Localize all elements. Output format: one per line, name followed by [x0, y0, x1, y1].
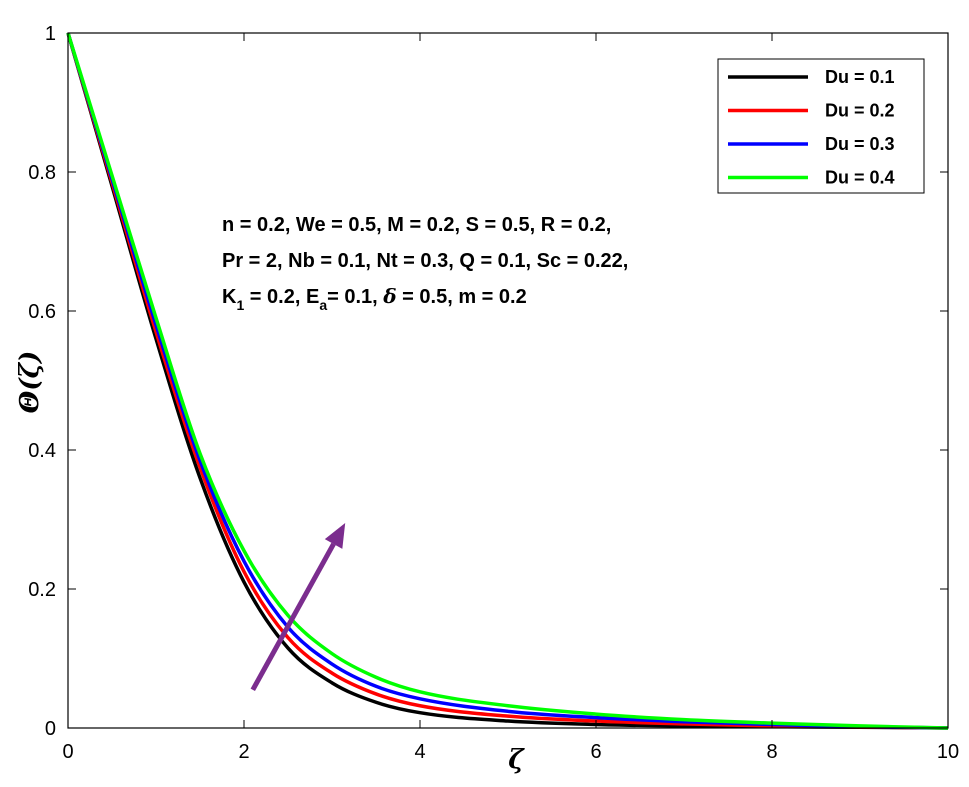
y-tick-label: 0.2	[28, 579, 56, 601]
y-tick-label: 0.4	[28, 440, 56, 462]
plot-frame	[67, 32, 949, 729]
x-tick-label: 10	[937, 741, 959, 763]
x-tick-label: 8	[766, 741, 777, 763]
arrow-head	[324, 522, 346, 549]
annotation-e-subscript: a	[319, 297, 327, 313]
x-tick-label: 6	[590, 741, 601, 763]
x-tick-label: 0	[62, 741, 73, 763]
data-lines	[66, 32, 949, 730]
annotation-k-rest: = 0.2, E	[244, 286, 319, 308]
legend-label-3: Du = 0.3	[825, 134, 895, 154]
y-tick-label: 0.6	[28, 301, 56, 323]
legend-label-1: Du = 0.1	[825, 67, 895, 87]
legend-box	[717, 58, 925, 194]
annotation-line-3: K1 = 0.2, Ea= 0.1, δ = 0.5, m = 0.2	[222, 284, 527, 313]
x-tick-label: 2	[238, 741, 249, 763]
trend-arrow	[250, 522, 346, 691]
annotation-k-subscript: 1	[236, 297, 244, 313]
annotation-line-2: Pr = 2, Nb = 0.1, Nt = 0.3, Q = 0.1, Sc …	[222, 250, 628, 272]
y-tick-label: 0	[45, 718, 56, 740]
legend-label-2: Du = 0.2	[825, 101, 895, 121]
legend: Du = 0.1 Du = 0.2 Du = 0.3 Du = 0.4	[717, 58, 925, 194]
y-axis-label: Θ(ζ)	[15, 351, 45, 414]
annotation-k: K	[222, 286, 237, 308]
x-axis-label: ζ	[508, 745, 525, 775]
annotation-e-rest: = 0.1,	[327, 286, 383, 308]
annotation-delta: δ	[382, 284, 396, 308]
legend-label-4: Du = 0.4	[825, 168, 895, 188]
y-tick-label: 1	[45, 23, 56, 45]
annotation: n = 0.2, We = 0.5, M = 0.2, S = 0.5, R =…	[222, 214, 628, 313]
annotation-line-1: n = 0.2, We = 0.5, M = 0.2, S = 0.5, R =…	[222, 214, 611, 236]
annotation-tail: = 0.5, m = 0.2	[397, 286, 527, 308]
arrow-shaft	[250, 542, 336, 691]
x-tick-label: 4	[414, 741, 425, 763]
series-line-4	[66, 32, 949, 730]
y-tick-label: 0.8	[28, 162, 56, 184]
axis-ticks: 0 2 4 6 8 10 0 0.2 0.4 0.6 0.8 1	[28, 23, 959, 763]
